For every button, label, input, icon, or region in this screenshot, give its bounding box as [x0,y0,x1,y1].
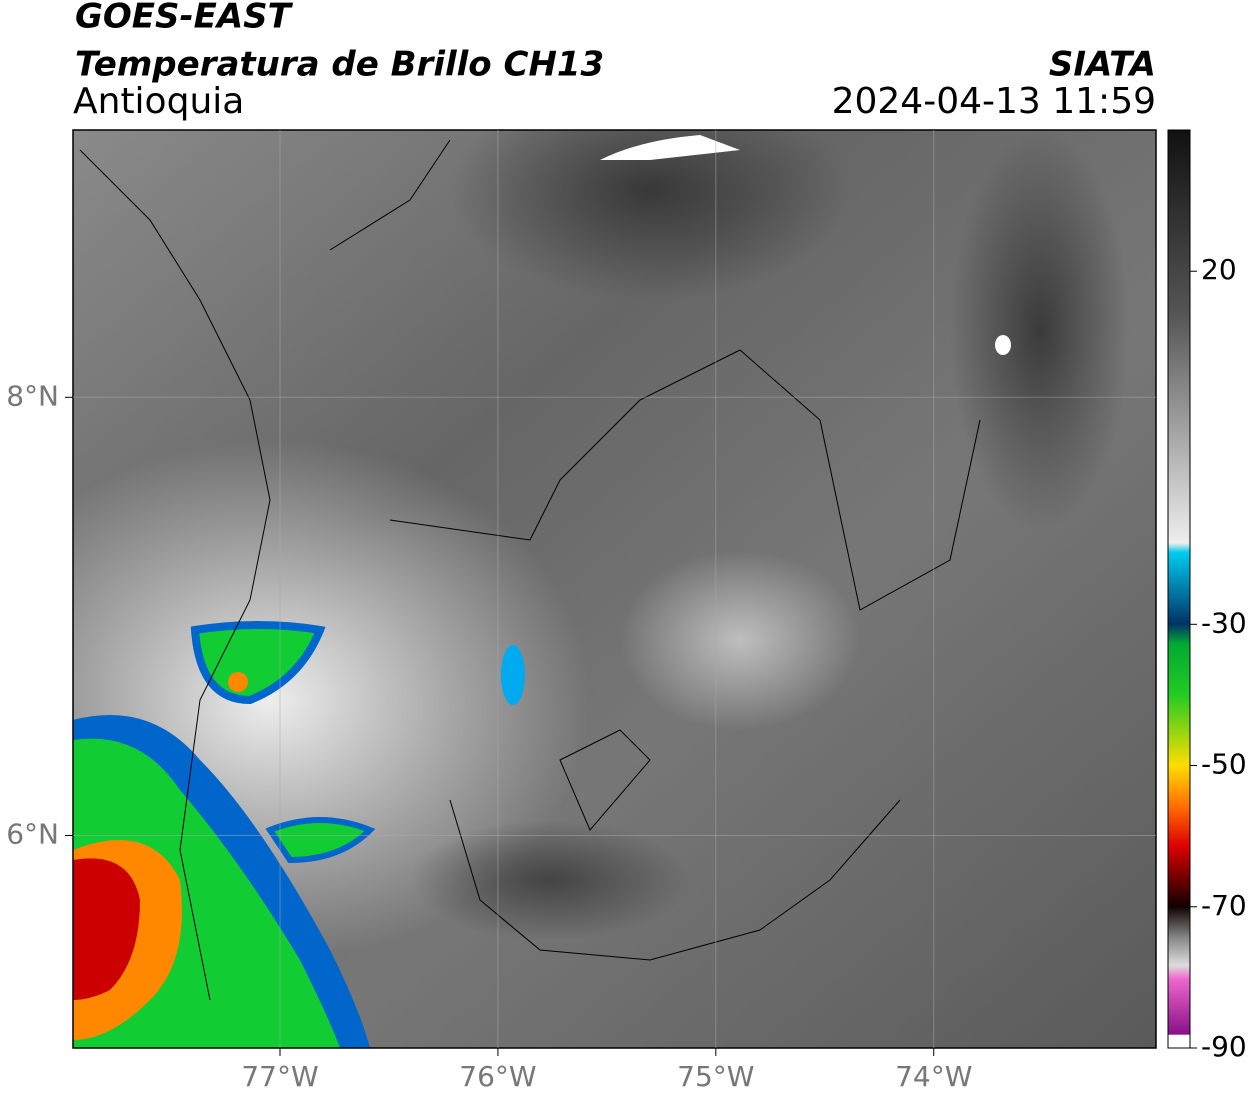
colorbar-tick-label: -50 [1201,748,1247,781]
region: Antioquia [73,81,244,122]
colorbar-tick-label: -70 [1201,889,1247,922]
x-tick-label: 75°W [677,1060,754,1093]
colorbar [1167,129,1191,1049]
colorbar-tick-label: 20 [1201,253,1237,286]
satellite-image [73,130,1156,1048]
colorbar-tick-label: -30 [1201,606,1247,639]
datetime: 2024-04-13 11:59 [832,81,1156,122]
subtitle: Temperatura de Brillo CH13 [75,45,604,85]
colorbar-tick-label: -90 [1201,1030,1247,1063]
x-tick-label: 74°W [895,1060,972,1093]
y-tick-label: 6°N [6,817,59,850]
source: SIATA [1049,45,1156,85]
y-tick-label: 8°N [6,379,59,412]
title: GOES-EAST [75,0,294,37]
x-tick-label: 76°W [459,1060,536,1093]
map-frame [72,129,1157,1049]
x-tick-label: 77°W [241,1060,318,1093]
